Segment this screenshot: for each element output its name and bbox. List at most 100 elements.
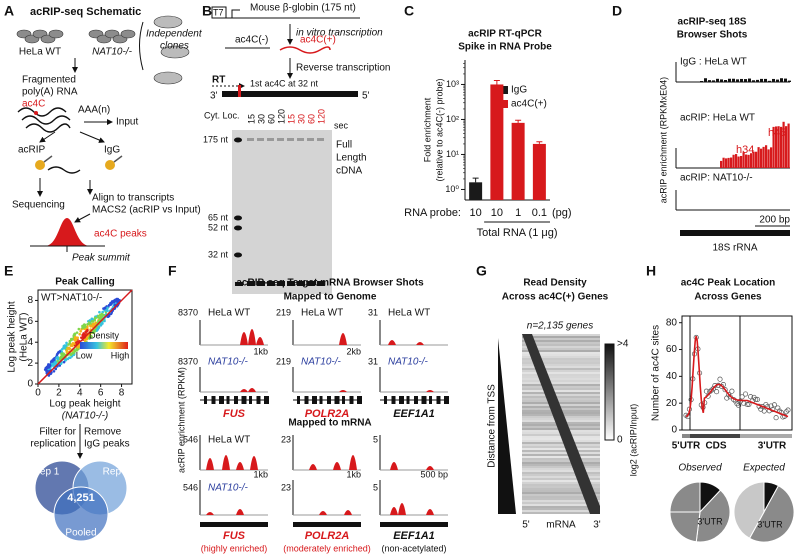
igg-signal [748,78,751,82]
density-point [58,364,62,367]
heatmap-row [522,478,600,480]
label: Independent [146,29,203,40]
gel-band [257,138,264,141]
heatmap-row [522,448,600,450]
site-point [714,389,720,395]
label: (non-acetylated) [381,543,446,553]
label: Log peak height [7,301,18,372]
gel-band [297,281,305,286]
panel-label: G [476,263,487,279]
gel-band [297,138,304,141]
genome-peak [426,390,434,392]
heatmap-row [522,374,600,376]
heatmap-row [522,440,600,442]
label: NAT10-/- [388,357,428,368]
heatmap-row [522,370,600,372]
site-point [722,387,728,393]
gel-band [235,282,243,286]
density-point [80,336,83,339]
panel-label: C [404,3,414,19]
density-point [44,366,48,370]
heatmap-row [522,354,600,356]
gel-band [247,281,255,286]
heatmap-row [522,366,600,368]
site-point [785,407,791,413]
label: 120 [276,109,286,124]
genome-peak [248,329,256,345]
exon [342,396,345,404]
heatmap-row [522,510,600,512]
acrip-signal [752,151,755,168]
gel-band [317,138,324,141]
density-point [73,336,77,339]
exon [319,396,323,404]
y-tick-label: 0 [27,379,33,390]
error-bar [472,177,479,183]
label: Cyt. Loc. [204,110,240,120]
label: 5' [522,520,530,531]
label: HeLa WT [301,308,343,319]
acrip-signal [735,154,738,168]
heatmap-row [522,462,600,464]
genome-peak [248,388,256,392]
heatmap-row [522,346,600,348]
label: acRIP enrichment (RPKM) [176,367,186,473]
tss-arrow [231,9,240,18]
acrip-signal [722,157,725,168]
gel-band [317,281,325,286]
label: Fold enrichment [422,97,432,162]
label: acRIP [18,145,46,156]
dish-icon [160,45,190,59]
acrip-signal [745,154,748,168]
label: poly(A) RNA [22,87,78,98]
site-point [734,401,740,407]
exon [391,396,396,404]
gel-band [277,138,284,141]
heatmap-row [522,446,600,448]
genome-peak [388,340,396,345]
exon [421,396,427,404]
density-point [66,347,70,350]
heatmap-row [522,338,600,340]
ac4c-site [238,85,241,97]
exon [436,396,441,404]
plot-frame [681,315,793,431]
label: acRIP-seq 18S [678,17,747,28]
heatmap-row [522,438,600,440]
mrna-peak [236,509,244,515]
density-point [67,343,70,346]
heatmap-row [522,360,600,362]
label: 3' [210,91,218,102]
acrip-signal [777,126,780,168]
label: cDNA [336,166,362,177]
arrow [79,131,105,143]
gene-name: EEF1A1 [393,530,435,542]
label: Align to transcripts [92,193,174,204]
label: Remove [84,427,122,438]
density-point [63,344,66,347]
legend-swatch [500,86,508,94]
heatmap-row [522,486,600,488]
label: (NAT10-/-) [62,411,108,422]
exon [249,396,252,404]
label: Low [76,350,93,360]
density-point [88,319,92,322]
site-point [753,396,759,402]
heatmap-row [522,470,600,472]
density-point [50,359,54,363]
label: 1kb [253,346,268,356]
cell-icon [120,29,136,39]
heatmap-row [522,508,600,510]
density-point [65,341,68,345]
legend-label: IgG [511,85,527,96]
acrip-signal [725,158,728,168]
density-point [79,330,82,333]
label: h45 [768,127,786,139]
mrna-peak [206,458,214,470]
site-point [773,415,779,421]
label: 8370 [178,307,198,317]
genome-peak [256,337,264,345]
bar [490,84,504,200]
density-point [65,349,69,353]
gene-name: EEF1A1 [393,408,435,420]
